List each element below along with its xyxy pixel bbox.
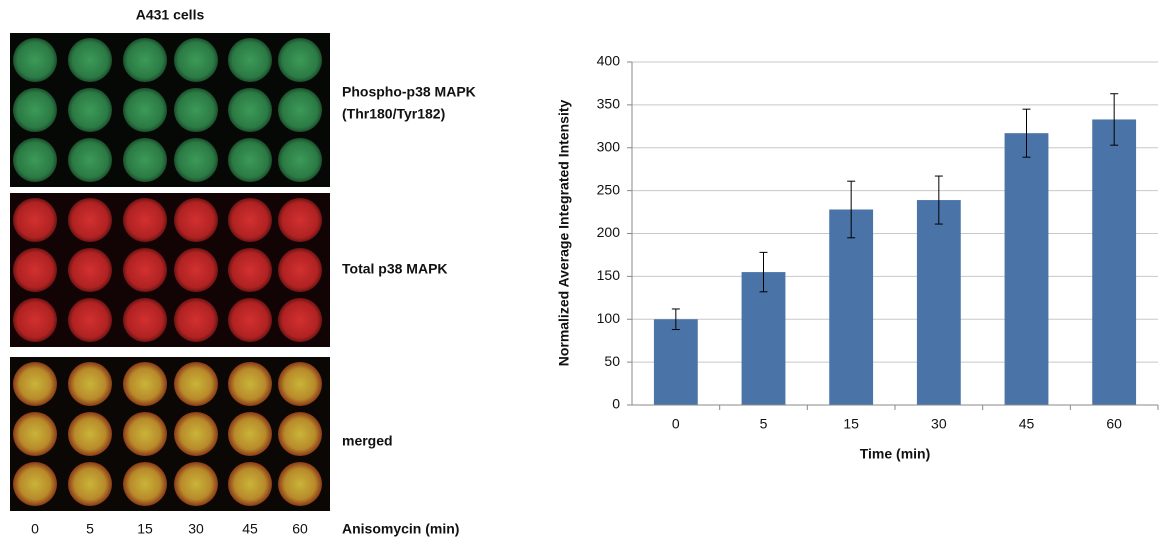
bar <box>1005 133 1049 405</box>
spot <box>123 38 167 82</box>
panel-x-label: 30 <box>188 521 204 537</box>
spot <box>278 298 322 342</box>
spot <box>174 248 218 292</box>
y-tick-label: 400 <box>597 53 621 69</box>
spot <box>174 88 218 132</box>
panel-x-label: 15 <box>137 521 153 537</box>
spot <box>228 38 272 82</box>
spot <box>278 38 322 82</box>
x-tick-label: 5 <box>760 416 768 432</box>
page: A431 cells Phospho-p38 MAPK (Thr180/Tyr1… <box>0 0 1160 546</box>
spot <box>174 462 218 506</box>
spot <box>68 248 112 292</box>
spot <box>123 248 167 292</box>
spot <box>174 138 218 182</box>
y-tick-label: 300 <box>597 138 621 154</box>
y-tick-label: 200 <box>597 224 621 240</box>
x-tick-label: 15 <box>843 416 859 432</box>
spot <box>228 298 272 342</box>
y-tick-label: 100 <box>597 310 621 326</box>
spot <box>13 138 57 182</box>
panel-x-label: 60 <box>292 521 308 537</box>
spot <box>68 198 112 242</box>
panel-x-label: 45 <box>242 521 258 537</box>
spot <box>228 248 272 292</box>
row-label: (Thr180/Tyr182) <box>342 106 445 122</box>
spot <box>123 362 167 406</box>
spot <box>278 138 322 182</box>
bar <box>829 209 873 405</box>
bar <box>917 200 961 405</box>
spot <box>278 198 322 242</box>
x-tick-label: 60 <box>1106 416 1122 432</box>
spot <box>278 248 322 292</box>
spot <box>123 138 167 182</box>
y-axis-title: Normalized Average Integrated Intensity <box>556 99 572 366</box>
spot <box>228 462 272 506</box>
spot <box>174 38 218 82</box>
spot <box>68 412 112 456</box>
spot <box>13 412 57 456</box>
spot <box>228 412 272 456</box>
spot <box>68 462 112 506</box>
spot <box>68 298 112 342</box>
spot <box>13 38 57 82</box>
spot <box>13 298 57 342</box>
spot <box>123 462 167 506</box>
bar <box>1092 119 1136 405</box>
spot <box>278 88 322 132</box>
spot <box>68 138 112 182</box>
spot <box>228 138 272 182</box>
spot <box>123 88 167 132</box>
row-label: Total p38 MAPK <box>342 261 448 277</box>
spot <box>278 462 322 506</box>
spot <box>68 88 112 132</box>
spot <box>68 38 112 82</box>
x-axis-title: Time (min) <box>860 446 931 462</box>
spot <box>278 362 322 406</box>
spot <box>13 248 57 292</box>
spot <box>13 88 57 132</box>
y-tick-label: 250 <box>597 181 621 197</box>
spot <box>13 462 57 506</box>
y-tick-label: 50 <box>604 353 620 369</box>
row-label: Phospho-p38 MAPK <box>342 84 476 100</box>
spot <box>13 198 57 242</box>
spot <box>123 412 167 456</box>
panel-x-label: 5 <box>86 521 94 537</box>
y-tick-label: 350 <box>597 96 621 112</box>
y-tick-label: 0 <box>612 396 620 412</box>
x-tick-label: 30 <box>931 416 947 432</box>
y-tick-label: 150 <box>597 267 621 283</box>
spot <box>123 198 167 242</box>
spot <box>228 362 272 406</box>
x-tick-label: 0 <box>672 416 680 432</box>
panel-x-title: Anisomycin (min) <box>342 521 459 537</box>
spot <box>278 412 322 456</box>
panel-x-label: 0 <box>31 521 39 537</box>
spot <box>174 362 218 406</box>
row-label: merged <box>342 433 393 449</box>
spot <box>13 362 57 406</box>
spot <box>123 298 167 342</box>
spot <box>68 362 112 406</box>
bar <box>654 319 698 405</box>
x-tick-label: 45 <box>1019 416 1035 432</box>
spot <box>228 198 272 242</box>
panel-title: A431 cells <box>136 7 205 23</box>
spot <box>228 88 272 132</box>
spot <box>174 198 218 242</box>
spot <box>174 412 218 456</box>
figure: A431 cells Phospho-p38 MAPK (Thr180/Tyr1… <box>0 0 1160 541</box>
spot <box>174 298 218 342</box>
